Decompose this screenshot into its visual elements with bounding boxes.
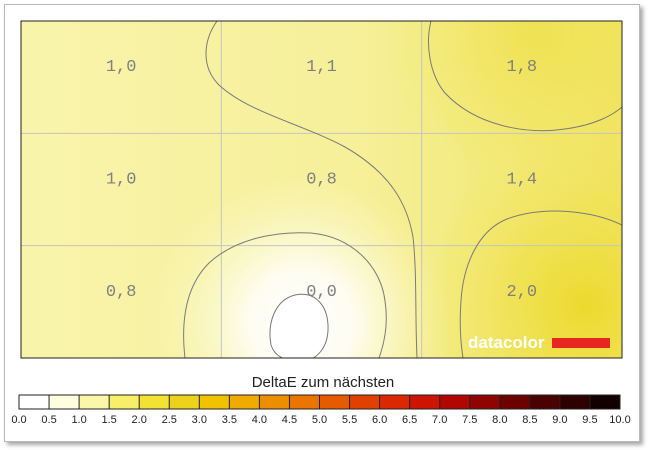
legend-tick-label: 8.5 <box>522 414 537 426</box>
legend-tick-label: 4.5 <box>282 414 297 426</box>
legend-color-segment <box>229 395 260 409</box>
contour-1-5 <box>428 21 622 132</box>
legend-tick-label: 10.0 <box>609 414 630 426</box>
legend-tick-label: 3.0 <box>192 414 207 426</box>
legend-color-segment <box>49 395 80 409</box>
legend-color-segment <box>529 395 561 409</box>
legend-tick-label: 0.0 <box>11 414 26 426</box>
contour-0-5 <box>269 293 329 358</box>
legend-tick-label: 7.0 <box>432 414 447 426</box>
cell-value-label: 1,0 <box>106 171 137 190</box>
legend-tick-label: 9.0 <box>552 414 567 426</box>
grid-lines <box>21 21 622 358</box>
watermark-text: datacolor <box>468 333 545 352</box>
legend-tick-label: 5.0 <box>312 414 327 426</box>
legend-color-segment <box>259 395 290 409</box>
plot-border <box>20 20 623 359</box>
watermark-bar <box>552 338 610 348</box>
legend-tick-label: 0.5 <box>41 414 56 426</box>
legend-tick-label: 6.0 <box>372 414 387 426</box>
legend-color-segment <box>589 395 621 409</box>
legend-color-segment <box>199 395 230 409</box>
legend-tick-label: 8.0 <box>492 414 507 426</box>
cell-value-label: 1,0 <box>106 58 137 77</box>
legend-color-segment <box>349 395 381 409</box>
legend-tick-label: 9.5 <box>582 414 597 426</box>
legend-title: DeltaE zum nächsten <box>252 374 395 391</box>
deltae-heatmap-chart: 1,0 1,1 1,8 1,0 0,8 1,4 0,8 0,0 2,0 datacolor De… <box>11 20 631 426</box>
legend-ticks: 0.0 0.5 1.0 1.5 2.0 2.5 3.0 3.5 4.0 4.5 5.0 5.5 6.0 6… <box>11 395 631 426</box>
cell-value-label: 0,8 <box>306 171 337 190</box>
watermark: datacolor <box>468 333 610 352</box>
cell-value-label: 2,0 <box>507 283 538 302</box>
legend-tick-label: 6.5 <box>402 414 417 426</box>
cell-value-label: 1,1 <box>306 58 337 77</box>
contour-1-5-lower <box>459 210 622 358</box>
legend-tick-label: 7.5 <box>462 414 477 426</box>
legend-tick-label: 1.0 <box>71 414 86 426</box>
cell-value-label: 1,8 <box>507 58 538 77</box>
legend-color-segment <box>499 395 531 409</box>
legend-color-segment <box>289 395 320 409</box>
legend-color-segment <box>79 395 110 409</box>
cell-value-label: 0,0 <box>306 283 337 302</box>
legend-color-segment <box>439 395 471 409</box>
contour-1-0 <box>205 21 418 358</box>
legend-tick-label: 5.5 <box>342 414 357 426</box>
contours <box>183 21 622 358</box>
legend-color-segment <box>19 395 50 409</box>
legend-color-segment <box>379 395 411 409</box>
legend-tick-label: 4.0 <box>252 414 267 426</box>
legend-color-segment <box>559 395 591 409</box>
chart-frame: 1,0 1,1 1,8 1,0 0,8 1,4 0,8 0,0 2,0 datacolor De… <box>4 4 640 442</box>
plot-area <box>21 21 622 358</box>
legend-color-segment <box>319 395 351 409</box>
legend-color-segment <box>169 395 200 409</box>
cell-value-label: 0,8 <box>106 283 137 302</box>
heatmap-shade-minimum <box>21 21 622 358</box>
legend-color-segment <box>469 395 501 409</box>
legend-color-segment <box>409 395 441 409</box>
legend-tick-label: 1.5 <box>102 414 117 426</box>
contour-1-0-lower <box>183 232 387 358</box>
legend-tick-label: 3.5 <box>222 414 237 426</box>
cell-labels: 1,0 1,1 1,8 1,0 0,8 1,4 0,8 0,0 2,0 <box>106 58 537 302</box>
legend-color-segment <box>109 395 140 409</box>
legend-tick-label: 2.0 <box>132 414 147 426</box>
legend-color-segment <box>139 395 170 409</box>
legend-tick-label: 2.5 <box>162 414 177 426</box>
cell-value-label: 1,4 <box>507 171 538 190</box>
